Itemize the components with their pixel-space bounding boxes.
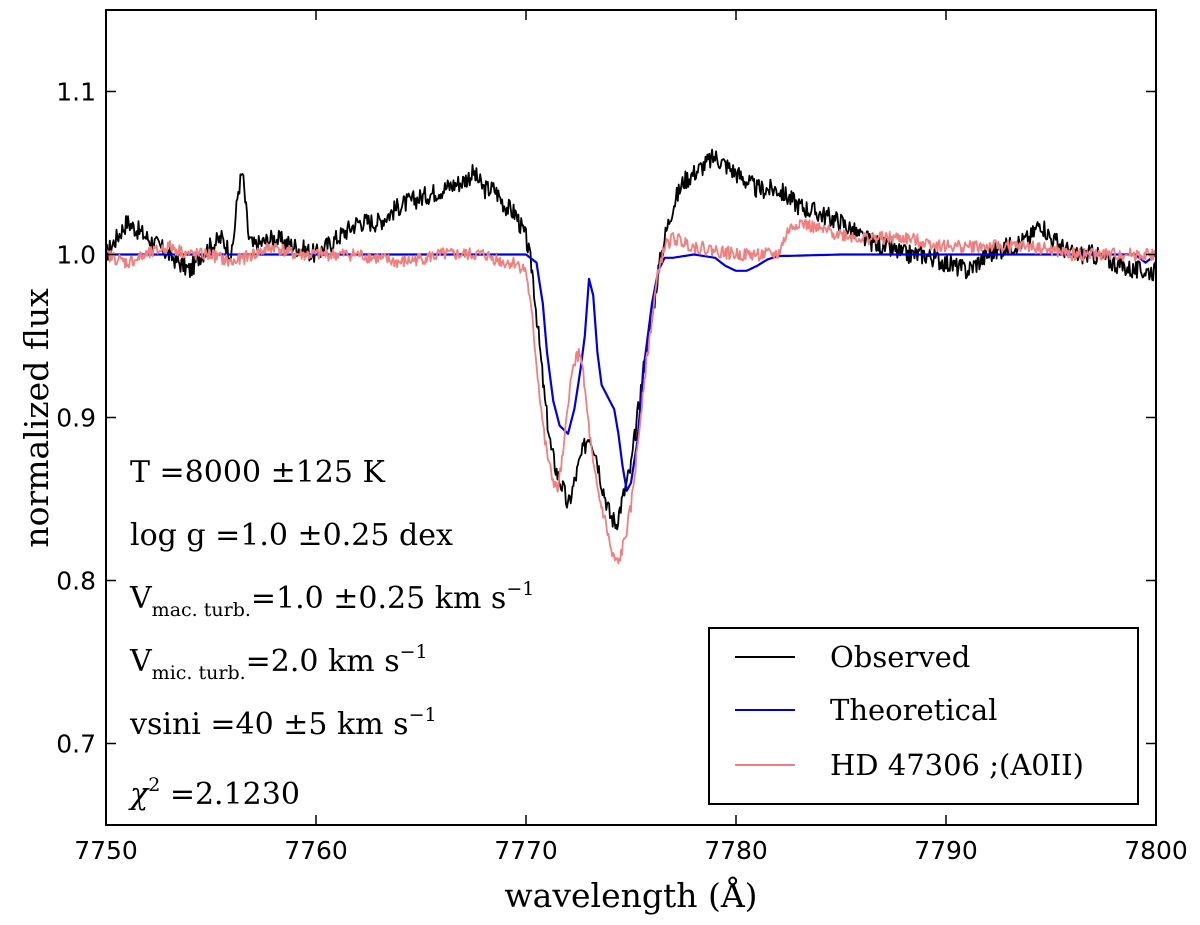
y-tick-label: 1.0 <box>56 241 96 270</box>
annotation-vsini-sup: −1 <box>409 704 437 726</box>
annotation-vmac-sub: mac. turb. <box>152 599 251 621</box>
x-axis-label: wavelength (Å) <box>504 875 757 915</box>
annotation-vmac-sup: −1 <box>506 578 534 600</box>
series-line-hd-47306-a0ii <box>106 218 1156 565</box>
legend: Observed Theoretical HD 47306 ;(A0II) <box>708 627 1139 805</box>
annotation-temperature: T =8000 ±125 K <box>130 455 386 490</box>
series-line-observed <box>106 148 1156 531</box>
series-layer <box>106 148 1156 565</box>
annotation-chi2: χ2 =2.1230 <box>128 774 300 812</box>
annotation-chi2-tail: =2.1230 <box>160 777 300 812</box>
annotation-vmac-tail: =1.0 ±0.25 km s <box>251 581 506 616</box>
series-line-theoretical <box>106 253 1156 492</box>
x-tick-label: 7770 <box>494 836 558 865</box>
y-tick-label: 0.9 <box>56 404 96 433</box>
x-tick-label: 7790 <box>914 836 978 865</box>
legend-label-hd47306: HD 47306 ;(A0II) <box>830 748 1084 782</box>
x-tick-label: 7750 <box>74 836 138 865</box>
annotation-vsini-main: vsini =40 ±5 km s <box>129 707 409 742</box>
annotation-vmic: Vmic. turb.=2.0 km s−1 <box>129 641 428 684</box>
annotation-chi2-sup: 2 <box>148 774 160 796</box>
annotation-vmac-main: V <box>129 581 153 616</box>
annotation-vmic-sub: mic. turb. <box>152 662 246 684</box>
annotation-logg: log g =1.0 ±0.25 dex <box>130 518 453 553</box>
annotation-vmic-main: V <box>129 644 153 679</box>
legend-label-theoretical: Theoretical <box>830 693 997 727</box>
annotation-vmic-tail: =2.0 km s <box>246 644 400 679</box>
x-tick-label: 7780 <box>704 836 768 865</box>
annotation-vsini: vsini =40 ±5 km s−1 <box>129 704 437 742</box>
x-tick-label: 7800 <box>1124 836 1188 865</box>
y-tick-label: 0.8 <box>56 567 96 596</box>
parameter-annotations: T =8000 ±125 K log g =1.0 ±0.25 dex Vmac… <box>128 455 534 812</box>
tick-layer: 7750 7760 7770 7780 7790 7800 0.7 0.8 0.9 1.0 1.1 <box>56 10 1188 865</box>
annotation-chi2-main: χ <box>128 777 150 812</box>
legend-label-observed: Observed <box>830 640 970 674</box>
y-tick-label: 1.1 <box>56 78 96 107</box>
y-tick-label: 0.7 <box>56 730 96 759</box>
annotation-vmic-sup: −1 <box>400 641 428 663</box>
annotation-vmac: Vmac. turb.=1.0 ±0.25 km s−1 <box>129 578 534 621</box>
y-axis-label: normalized flux <box>17 288 56 548</box>
x-tick-label: 7760 <box>284 836 348 865</box>
